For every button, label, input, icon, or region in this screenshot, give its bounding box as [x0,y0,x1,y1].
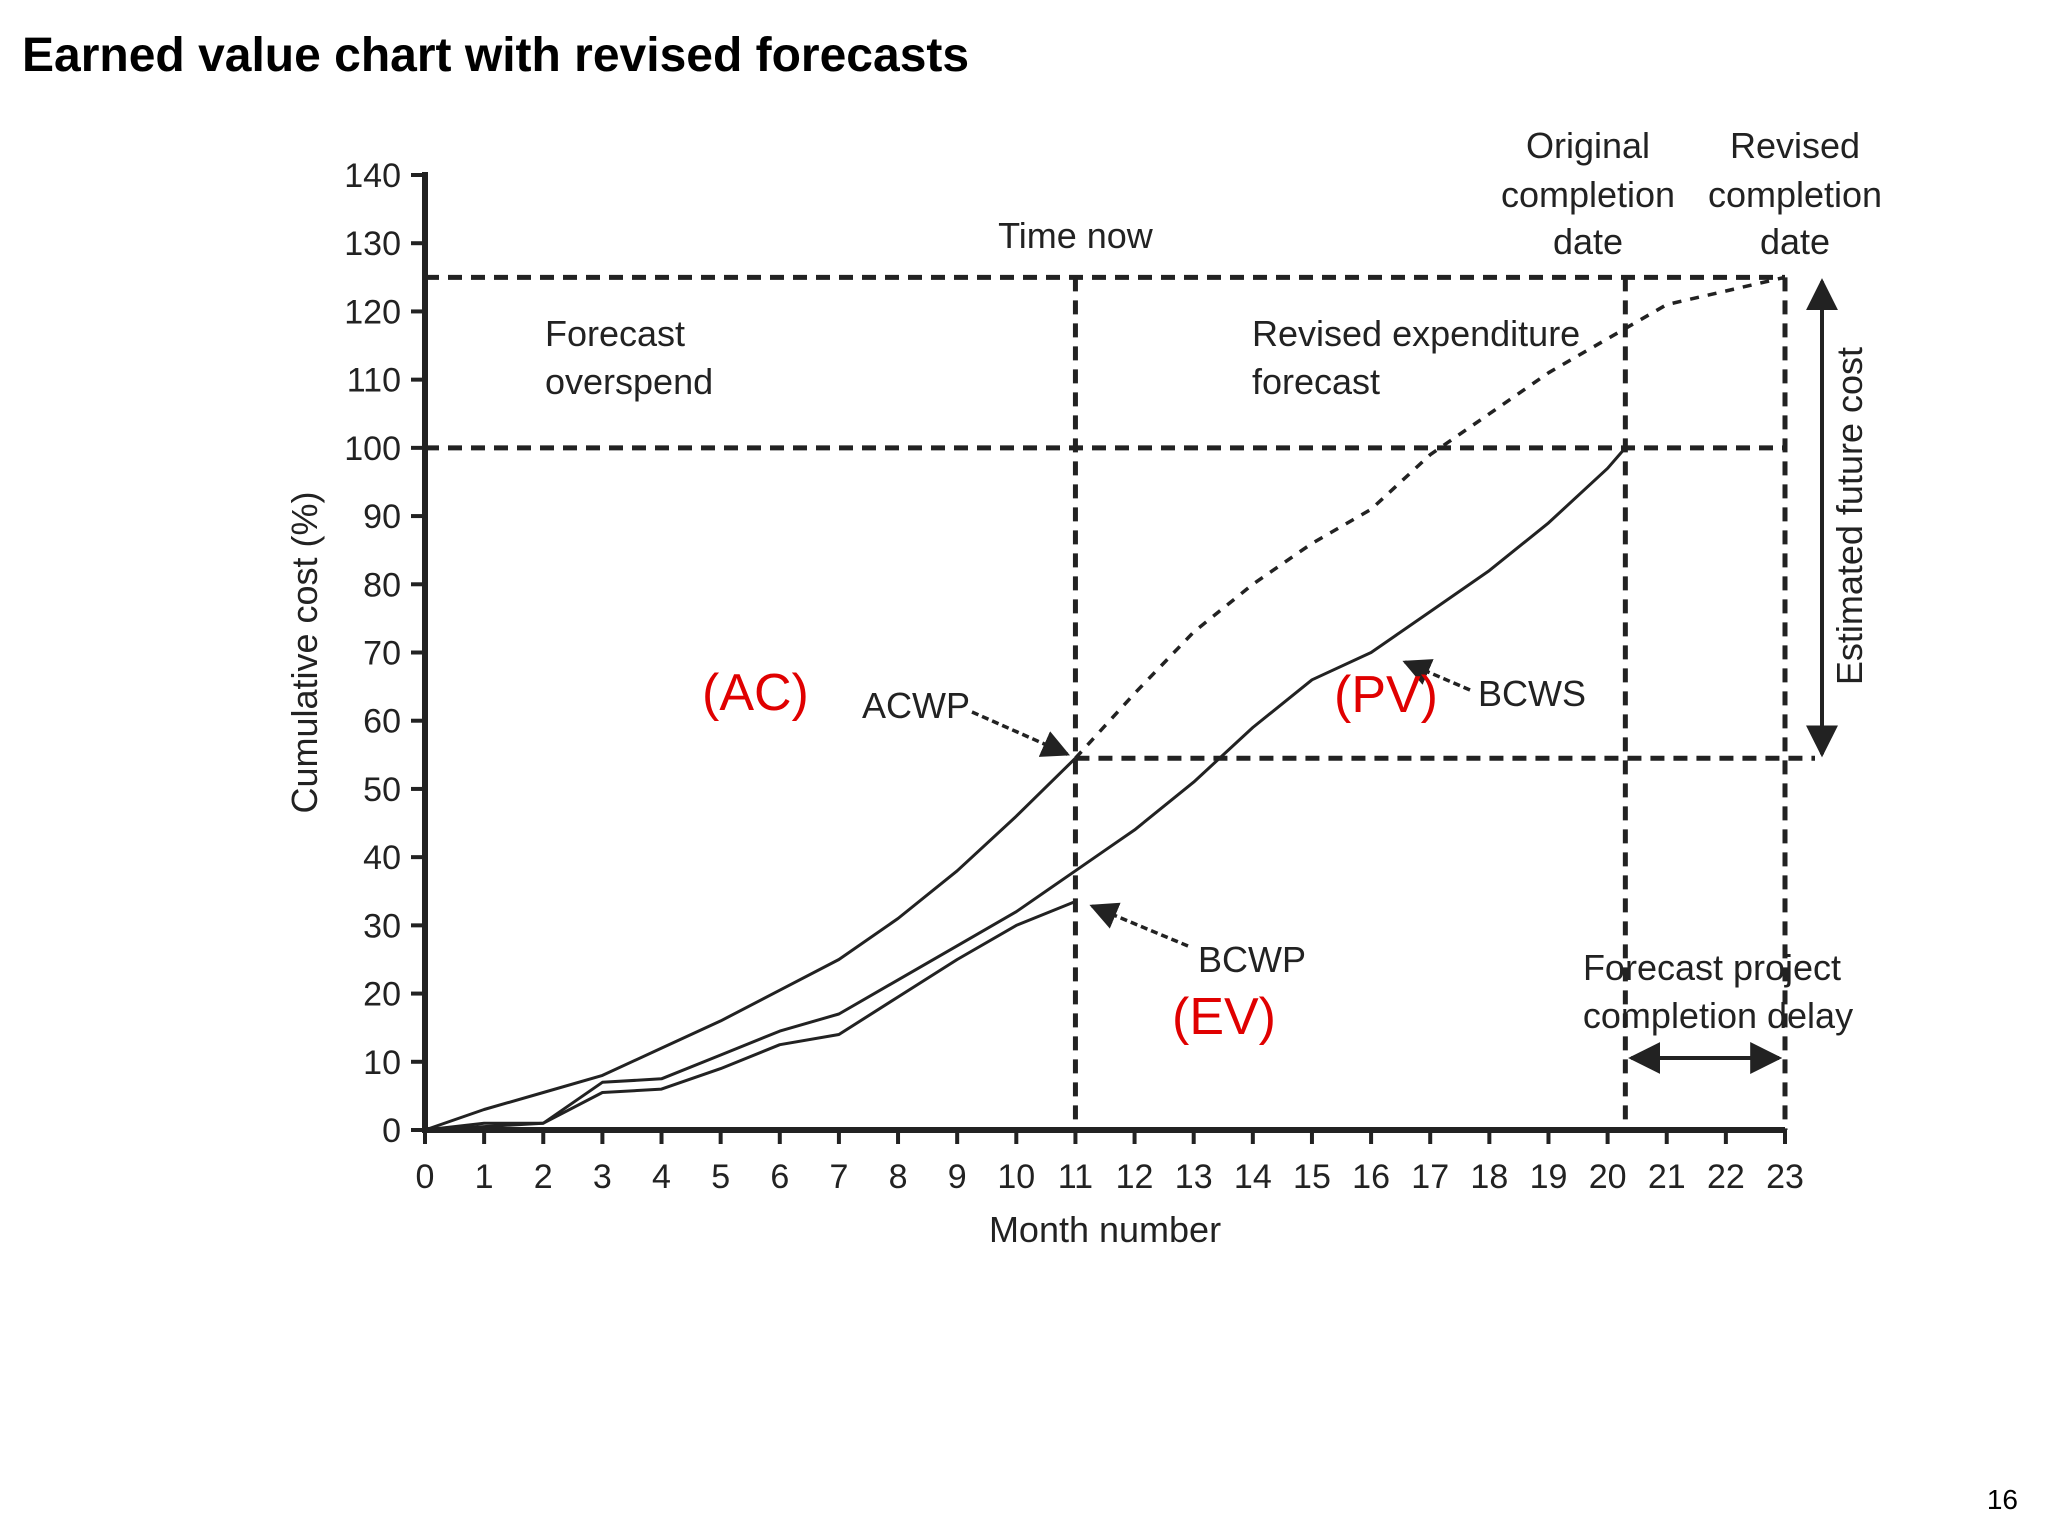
acwp-series-line [424,757,1077,1132]
x-tick-label: 23 [1766,1158,1804,1196]
revised-expenditure-forecast-series-line [1074,275,1786,760]
y-axis-label: Cumulative cost (%) [284,491,325,813]
bcwp-arrow [1089,902,1189,948]
x-tick-label: 21 [1648,1158,1686,1196]
x-tick-label: 7 [829,1158,848,1196]
acwp-label: ACWP [862,685,970,726]
bcwp-label: BCWP [1198,939,1306,980]
acwp-arrow [971,710,1070,757]
ac-label: (AC) [702,664,809,722]
slide-title: Earned value chart with revised forecast… [22,29,970,82]
forecast-delay-label: completion delay [1583,995,1853,1036]
y-tick-label: 100 [344,430,401,468]
x-tick-label: 9 [948,1158,967,1196]
x-tick-label: 10 [997,1158,1035,1196]
forecast-delay-label: Forecast project [1583,947,1841,988]
bcws-label: BCWS [1478,673,1586,714]
y-tick-label: 0 [382,1112,401,1150]
original-completion-label: completion [1501,174,1675,215]
original-completion-label: Original [1526,125,1650,166]
forecast-overspend-label: Forecast [545,313,685,354]
reference-lines [425,274,1815,1130]
revised-completion-label: completion [1708,174,1882,215]
x-tick-label: 1 [475,1158,494,1196]
y-tick-label: 50 [363,771,401,809]
x-tick-label: 17 [1411,1158,1449,1196]
page-number: 16 [1986,1484,2018,1515]
y-tick-label: 20 [363,976,401,1014]
x-tick-label: 6 [770,1158,789,1196]
revised-expenditure-label: Revised expenditure [1252,313,1580,354]
y-tick-label: 140 [344,157,401,195]
y-tick-label: 10 [363,1044,401,1082]
bcwp-series-line [424,900,1076,1132]
x-tick-label: 20 [1589,1158,1627,1196]
y-tick-label: 110 [347,362,401,400]
time-now-label: Time now [998,215,1154,256]
y-tick-label: 90 [363,498,401,536]
revised-completion-label: Revised [1730,125,1860,166]
callout-arrows [971,278,1838,1074]
x-tick-label: 14 [1234,1158,1272,1196]
y-tick-label: 130 [344,225,401,263]
x-tick-label: 0 [416,1158,435,1196]
y-tick-label: 40 [363,839,401,877]
y-tick-label: 70 [363,635,401,673]
x-tick-label: 16 [1352,1158,1390,1196]
x-tick-label: 15 [1293,1158,1331,1196]
x-tick-label: 3 [593,1158,612,1196]
x-tick-label: 22 [1707,1158,1745,1196]
x-tick-label: 8 [889,1158,908,1196]
x-tick-label: 2 [534,1158,553,1196]
x-tick-label: 19 [1530,1158,1568,1196]
y-tick-label: 80 [363,566,401,604]
x-tick-label: 13 [1175,1158,1213,1196]
original-completion-label: date [1553,221,1623,262]
series-layer [424,275,1786,1132]
x-tick-label: 11 [1058,1158,1093,1196]
y-tick-label: 60 [363,703,401,741]
x-tick-label: 12 [1116,1158,1154,1196]
y-tick-label: 30 [363,907,401,945]
x-tick-label: 18 [1470,1158,1508,1196]
pv-label: (PV) [1334,666,1438,724]
revised-completion-label: date [1760,221,1830,262]
x-tick-label: 4 [652,1158,671,1196]
bcws-arrow [1402,659,1471,692]
y-tick-label: 120 [344,293,401,331]
x-axis-label: Month number [989,1209,1221,1250]
ev-label: (EV) [1172,988,1276,1046]
x-tick-label: 5 [711,1158,730,1196]
bcws-series-line [424,446,1627,1132]
forecast-overspend-label: overspend [545,361,713,402]
estimated-future-cost-label: Estimated future cost [1829,347,1870,685]
revised-expenditure-label: forecast [1252,361,1380,402]
